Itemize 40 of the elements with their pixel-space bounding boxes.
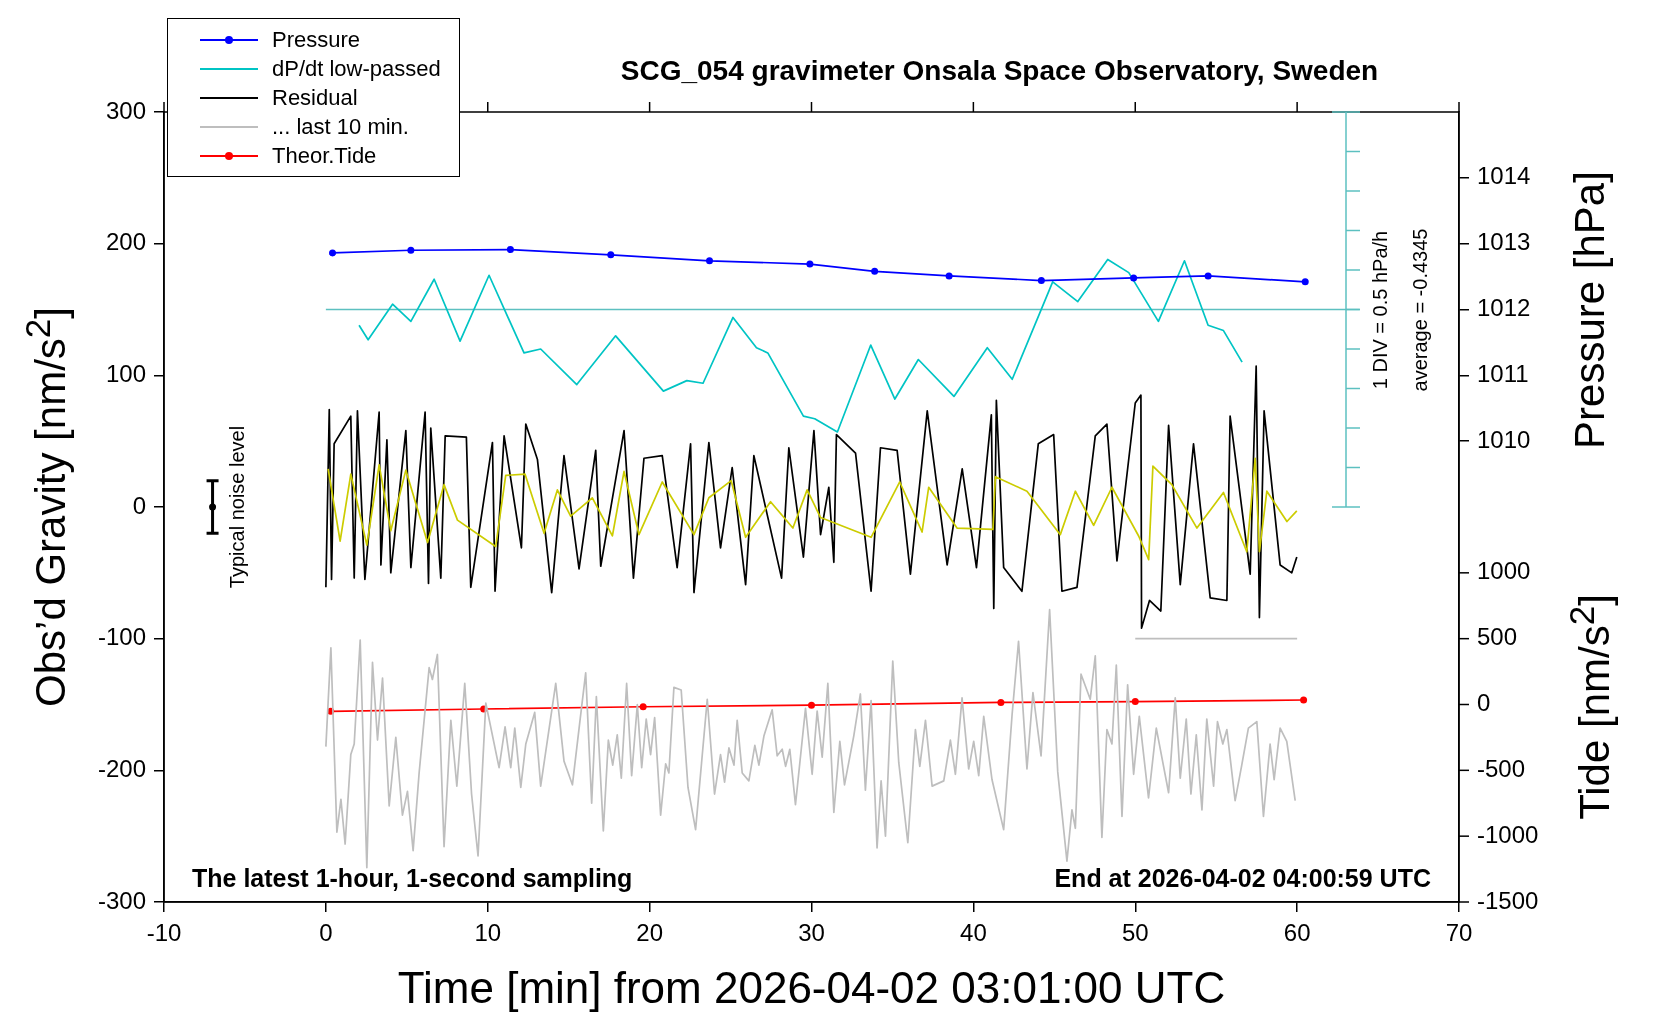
chart-title: SCG_054 gravimeter Onsala Space Observatory, Sweden <box>620 55 1379 86</box>
x-tick-label: 30 <box>798 919 825 947</box>
y2-tick-label: 1010 <box>1477 425 1531 453</box>
y-tick-label: -100 <box>97 623 146 651</box>
x-tick-label: 20 <box>636 919 663 947</box>
x-axis-title: Time [min] from 2026-04-02 03:01:00 UTC <box>397 963 1226 1012</box>
x-tick-label: -10 <box>146 919 182 947</box>
annotation: End at 2026-04-02 04:00:59 UTC <box>1054 863 1431 892</box>
legend-label: Theor.Tide <box>272 142 377 169</box>
y3-tick-label: 0 <box>1477 689 1491 717</box>
y3-tick-label: -1500 <box>1477 886 1539 914</box>
y2-tick-label: 1011 <box>1477 359 1529 387</box>
annotation: average = -0.4345 <box>1408 228 1431 391</box>
y-tick-label: -300 <box>97 886 146 914</box>
legend-label: ... last 10 min. <box>272 113 409 140</box>
y-tick-label: 100 <box>105 359 146 387</box>
y3-tick-label: -1000 <box>1477 820 1539 848</box>
x-tick-label: 60 <box>1283 919 1311 947</box>
y2-axis-title: Pressure [hPa] <box>1566 170 1613 449</box>
y-tick-label: -200 <box>97 754 146 782</box>
y3-tick-label: 500 <box>1477 623 1518 651</box>
y3-tick-label: 1000 <box>1477 557 1531 585</box>
x-tick-label: 10 <box>474 919 502 947</box>
y2-tick-label: 1014 <box>1477 162 1531 190</box>
annotation: 1 DIV = 0.5 hPa/h <box>1368 230 1391 389</box>
y-tick-label: 200 <box>105 228 146 256</box>
legend-label: dP/dt low-passed <box>272 55 441 82</box>
y-tick-label: 300 <box>105 96 146 124</box>
y2-tick-label: 1013 <box>1477 228 1531 256</box>
y-tick-label: 0 <box>132 491 146 519</box>
legend-label: Pressure <box>272 26 361 53</box>
x-tick-label: 50 <box>1121 919 1149 947</box>
annotation: The latest 1-hour, 1-second sampling <box>192 863 633 892</box>
x-tick-label: 40 <box>960 919 987 947</box>
y2-tick-label: 1012 <box>1477 294 1531 322</box>
annotation: Typical noise level <box>225 425 248 589</box>
legend-label: Residual <box>272 84 358 111</box>
x-tick-label: 70 <box>1445 919 1473 947</box>
y3-tick-label: -500 <box>1477 754 1526 782</box>
x-tick-label: 0 <box>319 919 333 947</box>
